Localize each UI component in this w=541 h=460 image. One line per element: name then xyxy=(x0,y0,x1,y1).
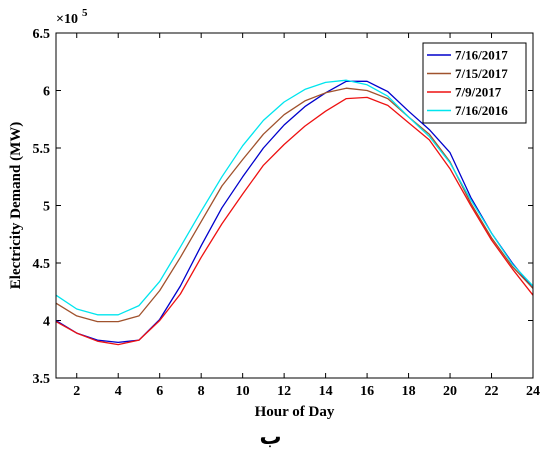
figure-caption: ب xyxy=(259,425,282,450)
x-tick-label: 10 xyxy=(236,384,250,399)
y-tick-label: 3.5 xyxy=(33,372,51,387)
y-tick-label: 4 xyxy=(43,315,50,330)
series-line xyxy=(55,96,534,346)
legend-label: 7/9/2017 xyxy=(455,85,502,100)
x-tick-label: 2 xyxy=(73,384,80,399)
y-tick-label: 5 xyxy=(43,200,50,215)
legend-label: 7/16/2017 xyxy=(455,48,508,63)
x-tick-label: 20 xyxy=(443,384,457,399)
series-line xyxy=(55,79,534,316)
x-tick-label: 12 xyxy=(277,384,291,399)
x-axis-title: Hour of Day xyxy=(255,404,335,420)
y-tick-label: 5.5 xyxy=(33,142,51,157)
x-tick-label: 14 xyxy=(319,384,333,399)
y-tick-label: 6.5 xyxy=(33,27,51,42)
x-tick-label: 4 xyxy=(115,384,122,399)
y-tick-label: 6 xyxy=(43,85,50,100)
axis-ticks: 2 4 6 8 10 12 14 16 18 20 22 243.544.555.566.5 xyxy=(33,27,541,399)
legend-label: 7/16/2016 xyxy=(455,103,508,118)
x-tick-label: 18 xyxy=(402,384,416,399)
x-tick-label: 6 xyxy=(156,384,163,399)
x-tick-label: 22 xyxy=(485,384,499,399)
x-tick-label: 24 xyxy=(526,384,540,399)
x-tick-label: 8 xyxy=(198,384,205,399)
legend: 7/16/2017 7/15/2017 7/9/2017 7/16/2016 xyxy=(422,42,527,124)
y-tick-label: 4.5 xyxy=(33,257,51,272)
legend-box xyxy=(422,42,527,124)
exponent-power: 5 xyxy=(82,7,88,19)
x-tick-label: 16 xyxy=(360,384,374,399)
series-lines xyxy=(55,79,534,346)
y-axis-title: Electricity Demand (MW) xyxy=(8,122,24,289)
y-axis-exponent: ×10 5 xyxy=(56,7,88,27)
plot-frame xyxy=(55,32,534,379)
exponent-base: ×10 xyxy=(56,12,78,27)
legend-label: 7/15/2017 xyxy=(455,66,508,81)
